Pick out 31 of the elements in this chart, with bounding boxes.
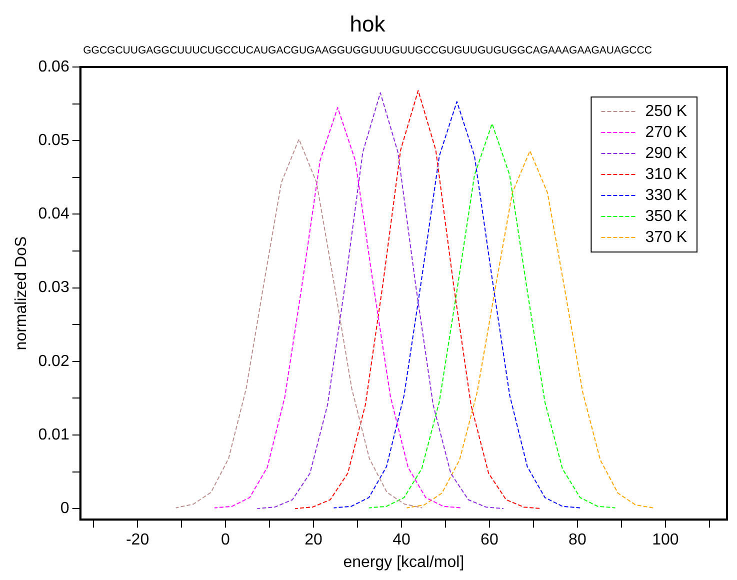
legend-label: 350 K: [645, 208, 688, 225]
legend-label: 370 K: [645, 228, 688, 246]
line-series: [333, 101, 581, 508]
y-tick-label: 0.01: [38, 426, 70, 444]
x-tick-label: 60: [480, 532, 498, 549]
y-tick-label: 0.04: [38, 206, 70, 223]
legend-label: 310 K: [645, 166, 688, 183]
legend-label: 250 K: [645, 102, 688, 120]
chart-title: hok: [350, 11, 386, 36]
legend-label: 290 K: [645, 144, 688, 162]
y-tick-label: 0.03: [38, 279, 70, 296]
x-tick-label: 40: [392, 532, 410, 549]
line-series: [368, 123, 616, 508]
y-axis-title: normalized DoS: [13, 236, 30, 350]
y-tick-label: 0: [60, 500, 70, 517]
y-tick-label: 0.06: [38, 58, 70, 76]
chart-subtitle: GGCGCUUGAGGCUUUCUGCCUCAUGACGUGAAGGUGGUUUGUUGCCGUGUUGUGUGGCAGAAAGAAGAUAGCCC: [83, 44, 652, 57]
legend-label: 330 K: [645, 186, 688, 204]
line-series: [256, 92, 504, 510]
y-tick-label: 0.05: [38, 132, 70, 149]
line-series: [294, 90, 542, 510]
y-tick-label: 0.02: [38, 352, 70, 370]
legend-label: 270 K: [645, 124, 688, 141]
x-tick-label: 80: [568, 532, 586, 549]
x-tick-label: 20: [304, 532, 322, 549]
line-series: [214, 106, 462, 508]
x-tick-label: -20: [126, 532, 150, 549]
x-axis-title: energy [kcal/mol]: [343, 554, 464, 571]
x-tick-label: 100: [652, 532, 679, 549]
x-tick-label: 0: [221, 532, 230, 549]
line-series: [175, 138, 423, 508]
